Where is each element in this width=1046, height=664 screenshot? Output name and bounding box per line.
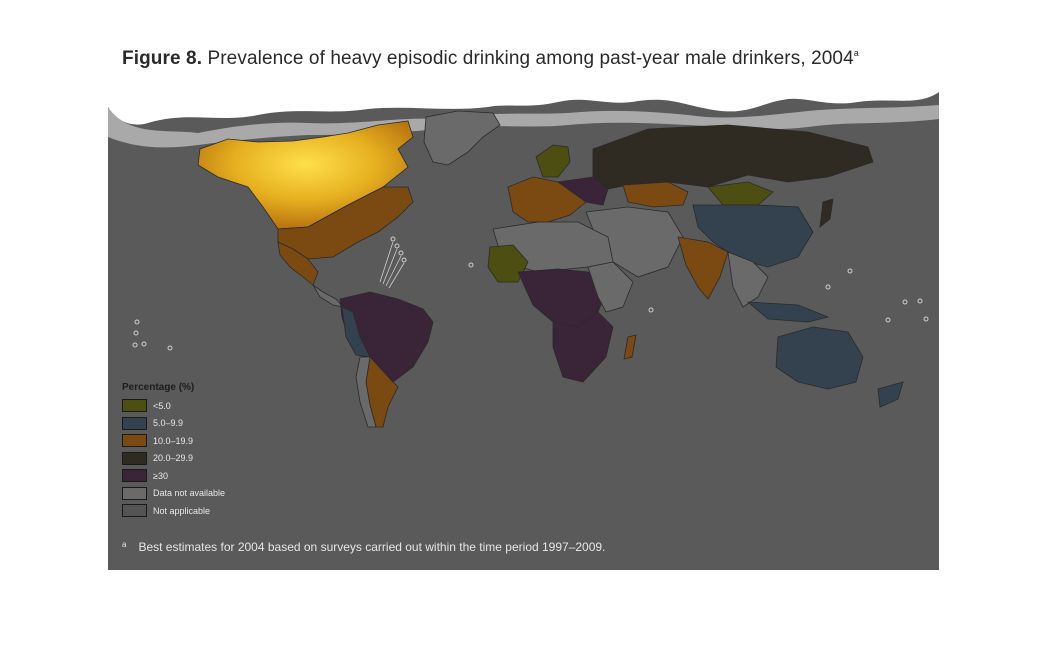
figure-title-text: Prevalence of heavy episodic drinking am… (207, 48, 854, 69)
east-africa (587, 261, 634, 313)
legend-swatch (122, 504, 147, 518)
australia (775, 326, 864, 390)
cloud-shadow (108, 105, 939, 148)
footnote-mark: a (122, 540, 127, 549)
map-figure: Figure 8. Prevalence of heavy episodic d… (108, 37, 939, 570)
southeast-asia (727, 251, 769, 308)
legend: Percentage (%) <5.0 5.0–9.9 10.0–19.9 20… (122, 382, 225, 520)
india (677, 236, 729, 300)
southern-africa (552, 311, 614, 383)
eastern-europe (556, 176, 609, 206)
japan (819, 198, 834, 228)
figure-label: Figure 8. (122, 48, 203, 69)
legend-item: ≥30 (122, 467, 225, 485)
legend-swatch (122, 486, 147, 500)
new-zealand (877, 381, 904, 408)
caribbean-callouts (379, 241, 405, 289)
legend-item: 20.0–29.9 (122, 450, 225, 468)
legend-item: Data not available (122, 485, 225, 503)
legend-swatch (122, 469, 147, 483)
greenland (423, 110, 501, 166)
legend-swatch (122, 434, 147, 448)
russia (592, 124, 874, 190)
scandinavia (535, 144, 571, 178)
footnote-text: Best estimates for 2004 based on surveys… (138, 540, 606, 554)
figure-title-footnote-mark: a (853, 48, 859, 58)
legend-label: <5.0 (153, 400, 171, 411)
legend-item: Not applicable (122, 502, 225, 520)
chile (355, 356, 377, 428)
small-island-markers (132, 236, 929, 351)
world-map (108, 37, 939, 428)
legend-label: 5.0–9.9 (153, 418, 184, 429)
central-america (312, 284, 345, 308)
footnote: a Best estimates for 2004 based on survey… (122, 540, 605, 554)
china (692, 204, 814, 268)
legend-title: Percentage (%) (122, 382, 195, 393)
legend-swatch (122, 399, 147, 413)
madagascar (623, 334, 637, 360)
cloud-band (108, 37, 939, 125)
north-america-north (197, 120, 414, 230)
indonesia (746, 301, 830, 323)
legend-item: 10.0–19.9 (122, 432, 225, 450)
legend-item: <5.0 (122, 397, 225, 415)
legend-label: 10.0–19.9 (153, 435, 194, 446)
mongolia (707, 181, 774, 206)
legend-label: ≥30 (153, 470, 168, 481)
legend-label: Not applicable (153, 505, 211, 516)
legend-label: Data not available (153, 488, 226, 499)
kazakhstan (622, 181, 689, 208)
legend-item: 5.0–9.9 (122, 415, 225, 433)
legend-swatch (122, 416, 147, 430)
legend-label: 20.0–29.9 (153, 453, 194, 464)
figure-title: Figure 8. Prevalence of heavy episodic d… (122, 48, 859, 70)
legend-swatch (122, 451, 147, 465)
